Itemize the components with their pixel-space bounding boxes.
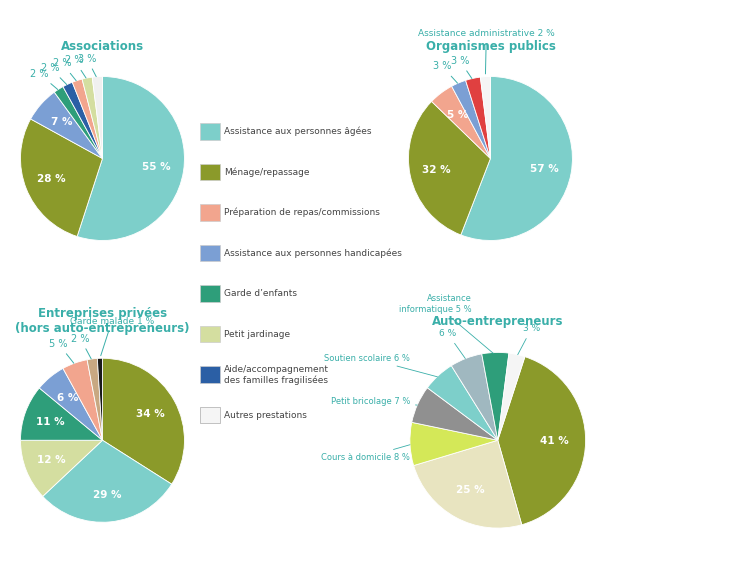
Text: 7 %: 7 % xyxy=(51,117,72,127)
Text: 2 %: 2 % xyxy=(53,58,76,80)
Text: Assistance administrative 2 %: Assistance administrative 2 % xyxy=(418,29,555,74)
Wedge shape xyxy=(452,354,498,440)
Wedge shape xyxy=(480,76,490,158)
Wedge shape xyxy=(63,82,102,158)
Bar xyxy=(200,204,220,221)
Wedge shape xyxy=(414,440,522,528)
Text: 28 %: 28 % xyxy=(37,174,66,184)
Wedge shape xyxy=(63,360,102,440)
Wedge shape xyxy=(461,76,572,241)
Wedge shape xyxy=(498,353,525,440)
Text: 5 %: 5 % xyxy=(49,339,74,363)
Text: 57 %: 57 % xyxy=(530,164,559,174)
Wedge shape xyxy=(40,369,102,440)
Text: 3 %: 3 % xyxy=(451,56,472,79)
Text: Garde d’enfants: Garde d’enfants xyxy=(224,289,297,298)
Wedge shape xyxy=(452,80,490,158)
Wedge shape xyxy=(72,79,102,158)
Text: 3 %: 3 % xyxy=(433,62,458,83)
Title: Auto-entrepreneurs: Auto-entrepreneurs xyxy=(432,315,564,328)
Text: Autres prestations: Autres prestations xyxy=(224,410,307,420)
Text: Petit jardinage: Petit jardinage xyxy=(224,329,291,339)
Text: 6 %: 6 % xyxy=(439,329,466,359)
Text: 34 %: 34 % xyxy=(136,409,165,419)
Text: 2 %: 2 % xyxy=(65,55,86,78)
Wedge shape xyxy=(31,92,102,158)
Wedge shape xyxy=(92,76,102,158)
Wedge shape xyxy=(466,77,490,158)
Wedge shape xyxy=(42,440,172,522)
Wedge shape xyxy=(432,86,490,158)
Text: 6 %: 6 % xyxy=(57,393,78,403)
Wedge shape xyxy=(54,87,102,158)
Bar xyxy=(200,285,220,302)
Text: 2 %: 2 % xyxy=(31,69,58,90)
Text: Assistance
informatique 5 %: Assistance informatique 5 % xyxy=(399,295,493,353)
Text: Assistance aux personnes handicapées: Assistance aux personnes handicapées xyxy=(224,248,402,258)
Text: 55 %: 55 % xyxy=(143,162,171,172)
Text: 25 %: 25 % xyxy=(456,485,485,495)
Text: Aide/accompagnement
des familles fragilisées: Aide/accompagnement des familles fragili… xyxy=(224,365,329,384)
Text: 29 %: 29 % xyxy=(94,490,122,500)
Bar xyxy=(200,366,220,383)
Wedge shape xyxy=(412,388,498,440)
Bar xyxy=(200,326,220,342)
Bar xyxy=(200,164,220,180)
Title: Entreprises privées
(hors auto-entrepreneurs): Entreprises privées (hors auto-entrepren… xyxy=(15,307,190,335)
Wedge shape xyxy=(408,102,490,235)
Text: Petit bricolage 7 %: Petit bricolage 7 % xyxy=(331,397,417,406)
Wedge shape xyxy=(20,388,102,440)
Text: Préparation de repas/commissions: Préparation de repas/commissions xyxy=(224,208,380,217)
Text: Assistance aux personnes âgées: Assistance aux personnes âgées xyxy=(224,127,372,136)
Wedge shape xyxy=(77,76,184,241)
Text: 3 %: 3 % xyxy=(78,53,96,77)
Wedge shape xyxy=(410,422,498,465)
Wedge shape xyxy=(102,358,184,484)
Text: Garde malade 1 %: Garde malade 1 % xyxy=(70,317,154,356)
Wedge shape xyxy=(87,359,102,440)
Text: 2 %: 2 % xyxy=(71,333,92,359)
Text: Soutien scolaire 6 %: Soutien scolaire 6 % xyxy=(324,353,438,377)
Text: 2 %: 2 % xyxy=(42,63,67,85)
Wedge shape xyxy=(482,352,509,440)
Text: 41 %: 41 % xyxy=(540,436,569,446)
Wedge shape xyxy=(20,119,102,237)
Title: Associations: Associations xyxy=(61,41,144,53)
Text: 12 %: 12 % xyxy=(37,456,66,465)
Title: Organismes publics: Organismes publics xyxy=(425,41,556,53)
Wedge shape xyxy=(498,357,586,525)
Text: Ménage/repassage: Ménage/repassage xyxy=(224,167,310,177)
Text: 3 %: 3 % xyxy=(518,325,540,355)
Text: 5 %: 5 % xyxy=(447,110,468,120)
Text: 32 %: 32 % xyxy=(422,166,451,176)
Wedge shape xyxy=(97,358,102,440)
Bar xyxy=(200,407,220,423)
Bar xyxy=(200,245,220,261)
Text: Cours à domicile 8 %: Cours à domicile 8 % xyxy=(321,445,410,462)
Text: 11 %: 11 % xyxy=(37,417,65,427)
Wedge shape xyxy=(20,440,102,497)
Wedge shape xyxy=(82,77,102,158)
Bar xyxy=(200,123,220,140)
Wedge shape xyxy=(427,366,498,440)
